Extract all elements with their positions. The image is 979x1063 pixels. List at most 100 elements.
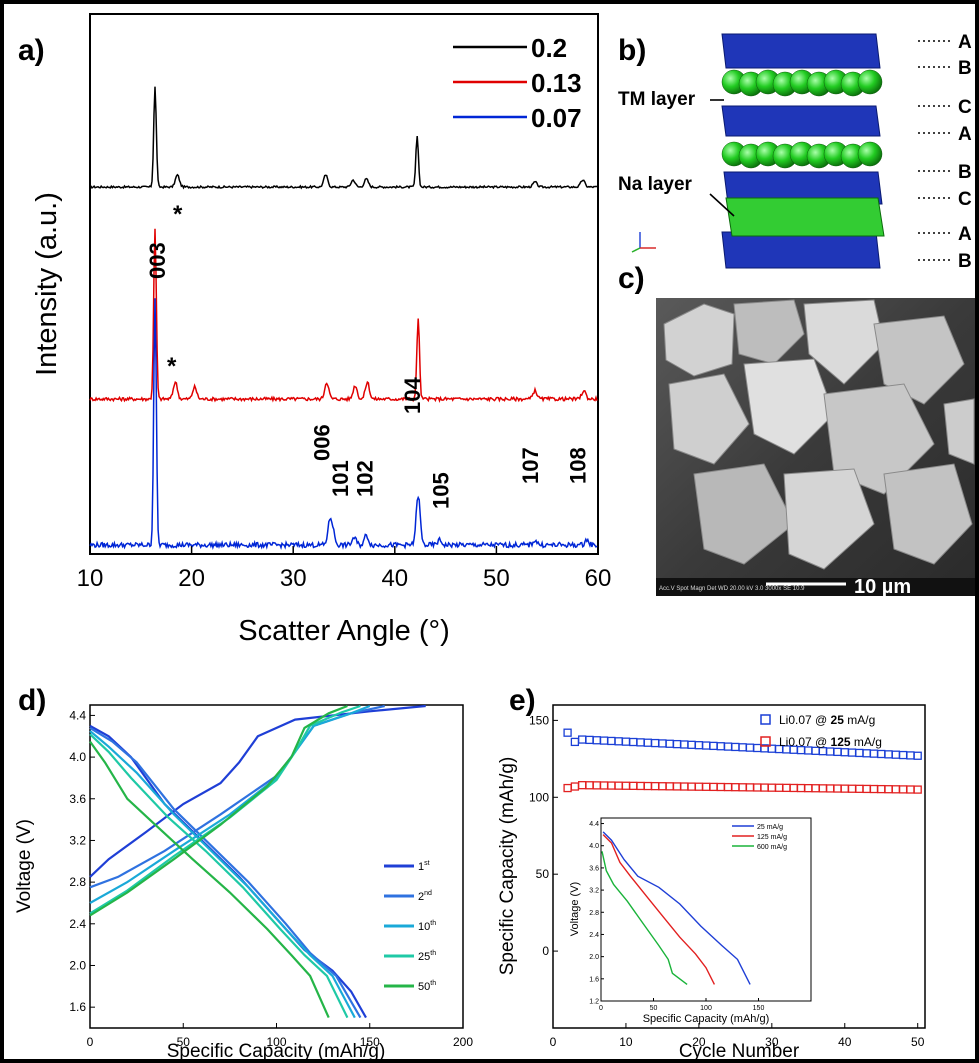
y-tick-label: 100 <box>529 790 549 804</box>
inset-x-tick-label: 150 <box>753 1005 765 1012</box>
panel-e-legend: Li0.07 @ 25 mA/g Li0.07 @ 125 mA/g <box>760 713 882 749</box>
y-tick-label: 0 <box>542 944 549 958</box>
cycle-point <box>643 738 652 747</box>
stacking-letter-A: A <box>958 224 972 245</box>
panel-a-x-axis-label: Scatter Angle (°) <box>238 615 449 647</box>
x-tick-label: 10 <box>619 1035 633 1049</box>
cycle-point <box>855 784 864 793</box>
x-tick-label: 0 <box>87 1035 94 1049</box>
legend-label: Li0.07 @ 25 mA/g <box>779 713 875 727</box>
cycle-point <box>906 785 915 794</box>
cycle-point <box>578 781 587 790</box>
cycle-point <box>723 742 733 751</box>
sem-info-text: Acc.V Spot Magn Det WD 20.00 kV 3.0 3000… <box>659 586 805 592</box>
legend-label-0.13: 0.13 <box>531 68 582 98</box>
na-sphere-chains <box>721 69 883 169</box>
cycle-point <box>898 750 908 760</box>
inset-y-tick-label: 2.4 <box>589 932 599 939</box>
y-tick-label: 2.0 <box>69 958 86 972</box>
cycle-point <box>709 782 718 792</box>
cycle-point <box>614 781 623 790</box>
x-tick-label: 50 <box>483 565 510 592</box>
x-tick-label: 0 <box>550 1035 557 1049</box>
legend-label-25th: 25th <box>418 950 436 963</box>
x-tick-label: 20 <box>178 565 205 592</box>
cycle-point <box>840 748 849 757</box>
inset-y-tick-label: 3.6 <box>589 865 599 872</box>
cycle-point <box>891 785 900 794</box>
panel-e-inset-chart: 0 50 100 150 1.2 1.6 2.0 2.4 2.8 3.2 3.6 4.0 4.4 25 … <box>569 817 812 1025</box>
y-tick-label: 4.0 <box>69 750 86 764</box>
cycle-point <box>621 737 631 746</box>
xrd-series-0.2 <box>90 86 598 190</box>
cycle-point <box>621 781 631 790</box>
cycle-point <box>570 782 580 791</box>
cycle-point <box>782 783 791 793</box>
x-tick-label: 60 <box>585 565 612 592</box>
cycle-point <box>723 782 733 792</box>
legend-label-10th: 10th <box>418 920 436 933</box>
y-tick-label: 50 <box>536 867 550 881</box>
cycle-point <box>847 748 857 757</box>
cycle-point <box>869 749 879 758</box>
peak-label-105: 105 <box>429 472 454 509</box>
cycle-point <box>680 782 689 791</box>
cycle-point <box>847 784 857 793</box>
y-tick-label: 3.6 <box>69 792 86 806</box>
panel-d-legend: 1st 2nd 10th 25th 50th <box>384 860 436 993</box>
sem-particles <box>663 299 975 570</box>
cycle-point <box>607 781 616 790</box>
cycle-point <box>563 728 572 737</box>
cycle-point <box>811 784 820 793</box>
cycle-point <box>731 783 740 792</box>
tm-layer-label: TM layer <box>618 89 696 110</box>
inset-curve-25 mA/g <box>602 831 751 985</box>
marker-asterisk-2: * <box>167 353 177 380</box>
charge-curve-10th <box>89 704 371 904</box>
inset-axes-ticks: 0 50 100 150 1.2 1.6 2.0 2.4 2.8 3.2 3.6 4.0 4.4 <box>589 821 764 1012</box>
cycle-point <box>731 742 740 752</box>
cycle-point <box>665 782 674 791</box>
panel-d-axes-ticks: 0 50 100 150 200 1.6 2.0 2.4 2.8 3.2 3.6 4.0 4.4 <box>69 708 473 1049</box>
x-tick-label: 50 <box>177 1035 191 1049</box>
cycle-point <box>906 751 915 760</box>
cycle-point <box>826 784 835 793</box>
cycle-point <box>898 785 908 794</box>
charge-curve-25th <box>89 704 361 915</box>
cycle-point <box>738 783 747 792</box>
legend-label-0.2: 0.2 <box>531 33 567 63</box>
inset-legend-label: 125 mA/g <box>757 834 787 841</box>
cycle-point <box>862 749 871 758</box>
discharge-curve-10th <box>89 730 356 1019</box>
cycle-point <box>709 741 718 751</box>
stacking-letter-C: C <box>958 189 972 210</box>
cycle-point <box>702 782 711 791</box>
x-tick-label: 20 <box>692 1035 706 1049</box>
cycle-point <box>789 783 798 793</box>
discharge-curve-25th <box>89 733 349 1019</box>
peak-label-003: 003 <box>145 242 170 279</box>
inset-x-tick-label: 0 <box>599 1005 603 1012</box>
discharge-curve-2nd <box>89 726 362 1019</box>
panel-e-plot-frame <box>552 704 926 1029</box>
cycle-point <box>614 737 623 746</box>
cycle-point <box>643 781 652 791</box>
cycle-point <box>840 784 849 793</box>
inset-y-tick-label: 3.2 <box>589 888 599 895</box>
panel-d-y-axis-label: Voltage (V) <box>14 819 35 913</box>
na-layer-label: Na layer <box>618 174 693 195</box>
inset-legend-label: 600 mA/g <box>757 844 787 851</box>
panel-c-label: c) <box>618 262 645 295</box>
panel-b-label: b) <box>618 34 646 67</box>
inset-y-tick-label: 2.8 <box>589 910 599 917</box>
cycle-point <box>599 736 609 745</box>
cycle-point <box>877 749 886 759</box>
x-tick-label: 50 <box>911 1035 925 1049</box>
legend-label-50th: 50th <box>418 980 436 993</box>
cycle-point <box>745 783 755 792</box>
cycle-point <box>694 782 704 791</box>
cycle-point <box>774 783 784 792</box>
cycle-point <box>884 750 893 759</box>
peak-label-107: 107 <box>518 447 543 484</box>
